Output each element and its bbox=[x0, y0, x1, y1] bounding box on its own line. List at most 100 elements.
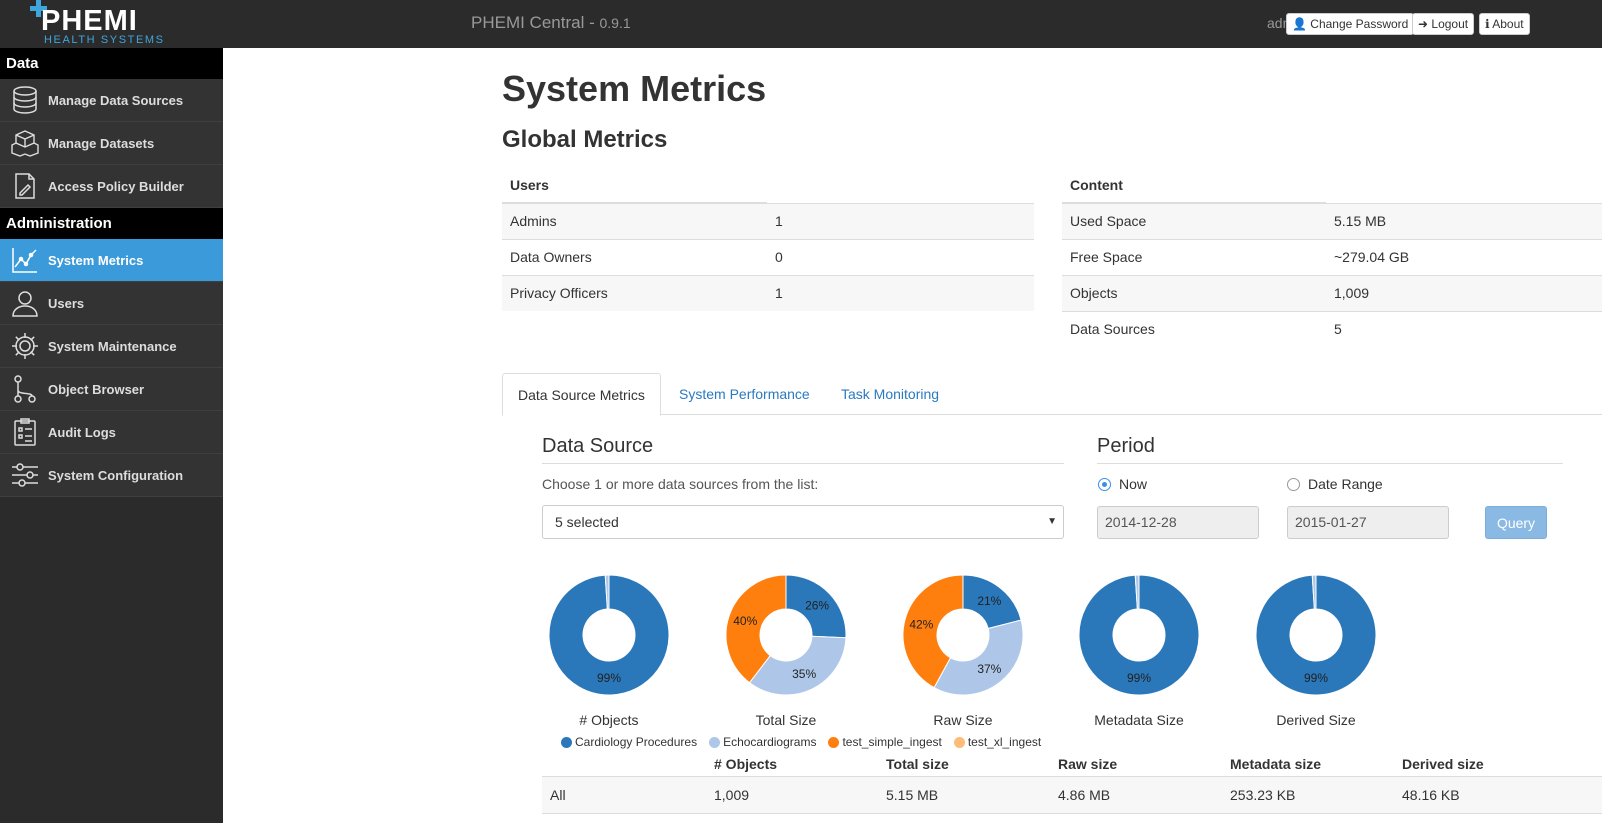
legend-label: Cardiology Procedures bbox=[575, 735, 698, 749]
slice-label: 40% bbox=[733, 614, 757, 628]
slice-label: 99% bbox=[597, 671, 621, 685]
legend-item[interactable]: test_xl_ingest bbox=[953, 735, 1042, 749]
row-label: Used Space bbox=[1062, 202, 1326, 239]
period-range-label: Date Range bbox=[1308, 476, 1383, 492]
sidebar-item-object-browser[interactable]: Object Browser bbox=[0, 368, 223, 411]
change-password-button[interactable]: 👤 Change Password bbox=[1286, 13, 1415, 35]
users-table-header-blank bbox=[767, 168, 1034, 204]
data-source-summary-table: # Objects Total size Raw size Metadata s… bbox=[542, 752, 1602, 814]
sidebar-item-system-maintenance[interactable]: System Maintenance bbox=[0, 325, 223, 368]
legend-swatch bbox=[709, 736, 721, 748]
row-value: 1 bbox=[767, 202, 1034, 239]
legend-label: Echocardiograms bbox=[723, 735, 817, 749]
sign-out-icon: ➜ bbox=[1418, 17, 1429, 31]
tab-system-performance[interactable]: System Performance bbox=[679, 386, 810, 402]
content-table: Content Used Space 5.15 MB Free Space ~2… bbox=[1062, 168, 1602, 347]
sidebar-item-audit-logs[interactable]: Audit Logs bbox=[0, 411, 223, 454]
donut-chart-raw-size: 21% 37% 42% bbox=[902, 574, 1024, 696]
period-heading: Period bbox=[1097, 428, 1563, 464]
chart-label: Metadata Size bbox=[1094, 712, 1184, 728]
table-cell: All bbox=[542, 776, 714, 814]
table-row: Objects 1,009 bbox=[1062, 274, 1602, 311]
legend-swatch bbox=[561, 736, 572, 748]
table-row: Privacy Officers 1 bbox=[502, 274, 1034, 311]
data-source-heading: Data Source bbox=[542, 428, 1064, 464]
sidebar-item-system-metrics[interactable]: System Metrics bbox=[0, 239, 223, 282]
about-button[interactable]: ℹ About bbox=[1479, 13, 1530, 35]
sidebar-item-label: System Maintenance bbox=[48, 338, 177, 354]
donut-slice[interactable] bbox=[1311, 574, 1317, 610]
gear-icon bbox=[8, 329, 42, 363]
query-button[interactable]: Query bbox=[1485, 506, 1547, 539]
donut-slice[interactable] bbox=[1078, 574, 1200, 696]
slice-label: 35% bbox=[792, 667, 816, 681]
column-header: Total size bbox=[886, 752, 1058, 777]
sidebar-item-manage-datasets[interactable]: Manage Datasets bbox=[0, 122, 223, 165]
table-cell: 5.15 MB bbox=[886, 776, 1058, 814]
row-value: 5 bbox=[1326, 310, 1602, 347]
sidebar-item-label: System Metrics bbox=[48, 252, 144, 268]
policy-icon bbox=[8, 169, 42, 203]
row-label: Data Owners bbox=[502, 238, 767, 275]
row-value: ~279.04 GB bbox=[1326, 238, 1602, 275]
donut-slice[interactable] bbox=[604, 574, 610, 610]
legend-swatch bbox=[953, 736, 965, 748]
donut-slice[interactable] bbox=[785, 574, 847, 639]
donut-slice[interactable] bbox=[748, 635, 847, 696]
section-administration: Administration bbox=[0, 208, 223, 239]
logo[interactable]: PHEMI HEALTH SYSTEMS bbox=[0, 0, 223, 48]
column-header: Metadata size bbox=[1230, 752, 1402, 777]
donut-slice[interactable] bbox=[1255, 574, 1377, 696]
table-row: Admins 1 bbox=[502, 202, 1034, 239]
cubes-icon bbox=[8, 126, 42, 160]
choose-sources-label: Choose 1 or more data sources from the l… bbox=[542, 476, 819, 492]
legend-item[interactable]: test_simple_ingest bbox=[828, 735, 942, 749]
date-to-input[interactable]: 2015-01-27 bbox=[1287, 506, 1449, 539]
donut-slice[interactable] bbox=[725, 574, 787, 684]
metrics-tabs: Data Source Metrics System Performance T… bbox=[502, 373, 1602, 416]
row-value: 1,009 bbox=[1326, 274, 1602, 311]
date-from-input[interactable]: 2014-12-28 bbox=[1097, 506, 1259, 539]
data-source-select[interactable]: 5 selected ▼ bbox=[542, 505, 1064, 539]
sidebar-item-access-policy-builder[interactable]: Access Policy Builder bbox=[0, 165, 223, 208]
data-source-selected-value: 5 selected bbox=[555, 514, 619, 530]
donut-slice[interactable] bbox=[548, 574, 670, 696]
legend-label: test_xl_ingest bbox=[967, 735, 1042, 749]
donut-slice[interactable] bbox=[902, 574, 964, 689]
tab-data-source-metrics[interactable]: Data Source Metrics bbox=[502, 373, 661, 416]
chart-label: Derived Size bbox=[1276, 712, 1356, 728]
period-now-radio[interactable]: Now bbox=[1098, 476, 1147, 492]
slice-label: 42% bbox=[909, 617, 933, 631]
table-row: Data Owners 0 bbox=[502, 238, 1034, 275]
sidebar-item-label: Manage Datasets bbox=[48, 135, 155, 151]
legend-item[interactable]: Echocardiograms bbox=[709, 735, 816, 749]
slice-label: 99% bbox=[1127, 671, 1151, 685]
tab-task-monitoring[interactable]: Task Monitoring bbox=[841, 386, 940, 402]
period-range-radio[interactable]: Date Range bbox=[1287, 476, 1383, 492]
row-value: 0 bbox=[767, 238, 1034, 275]
database-icon bbox=[8, 83, 42, 117]
sidebar-item-manage-data-sources[interactable]: Manage Data Sources bbox=[0, 79, 223, 122]
sidebar-item-label: Audit Logs bbox=[48, 424, 116, 440]
users-table: Users Admins 1 Data Owners 0 Privacy Off… bbox=[502, 168, 1034, 311]
app-title-text: PHEMI Central - bbox=[471, 13, 600, 32]
sidebar-item-system-configuration[interactable]: System Configuration bbox=[0, 454, 223, 497]
sidebar-item-label: System Configuration bbox=[48, 467, 184, 483]
logout-button[interactable]: ➜ Logout bbox=[1412, 13, 1475, 35]
chart-label: # Objects bbox=[579, 712, 639, 728]
donut-chart-objects: 99% bbox=[548, 574, 670, 696]
line-chart-icon bbox=[8, 243, 42, 277]
row-label: Admins bbox=[502, 202, 767, 239]
about-label: About bbox=[1492, 17, 1524, 31]
legend-item[interactable]: Cardiology Procedures bbox=[561, 735, 697, 749]
sidebar: PHEMI HEALTH SYSTEMS Data Manage Data So… bbox=[0, 0, 223, 823]
content-table-header-blank bbox=[1326, 168, 1602, 204]
global-metrics-title: Global Metrics bbox=[502, 126, 668, 153]
slice-label: 37% bbox=[977, 662, 1001, 676]
info-icon: ℹ bbox=[1485, 17, 1490, 31]
sliders-icon bbox=[8, 458, 42, 492]
donut-slice[interactable] bbox=[933, 619, 1024, 696]
chart-label: Raw Size bbox=[933, 712, 993, 728]
donut-slice[interactable] bbox=[1134, 574, 1140, 610]
sidebar-item-users[interactable]: Users bbox=[0, 282, 223, 325]
